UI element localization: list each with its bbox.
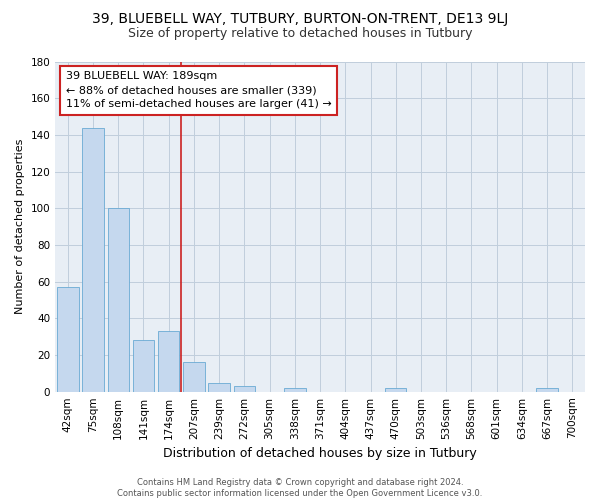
Y-axis label: Number of detached properties: Number of detached properties [15,139,25,314]
Bar [385,388,406,392]
Bar [133,340,154,392]
X-axis label: Distribution of detached houses by size in Tutbury: Distribution of detached houses by size … [163,447,477,460]
Text: Size of property relative to detached houses in Tutbury: Size of property relative to detached ho… [128,28,472,40]
Text: 39, BLUEBELL WAY, TUTBURY, BURTON-ON-TRENT, DE13 9LJ: 39, BLUEBELL WAY, TUTBURY, BURTON-ON-TRE… [92,12,508,26]
Bar [536,388,558,392]
Bar [158,331,179,392]
Text: 39 BLUEBELL WAY: 189sqm
← 88% of detached houses are smaller (339)
11% of semi-d: 39 BLUEBELL WAY: 189sqm ← 88% of detache… [66,72,332,110]
Bar [208,382,230,392]
Bar [183,362,205,392]
Bar [284,388,305,392]
Bar [107,208,129,392]
Bar [233,386,255,392]
Bar [82,128,104,392]
Text: Contains HM Land Registry data © Crown copyright and database right 2024.
Contai: Contains HM Land Registry data © Crown c… [118,478,482,498]
Bar [57,287,79,392]
